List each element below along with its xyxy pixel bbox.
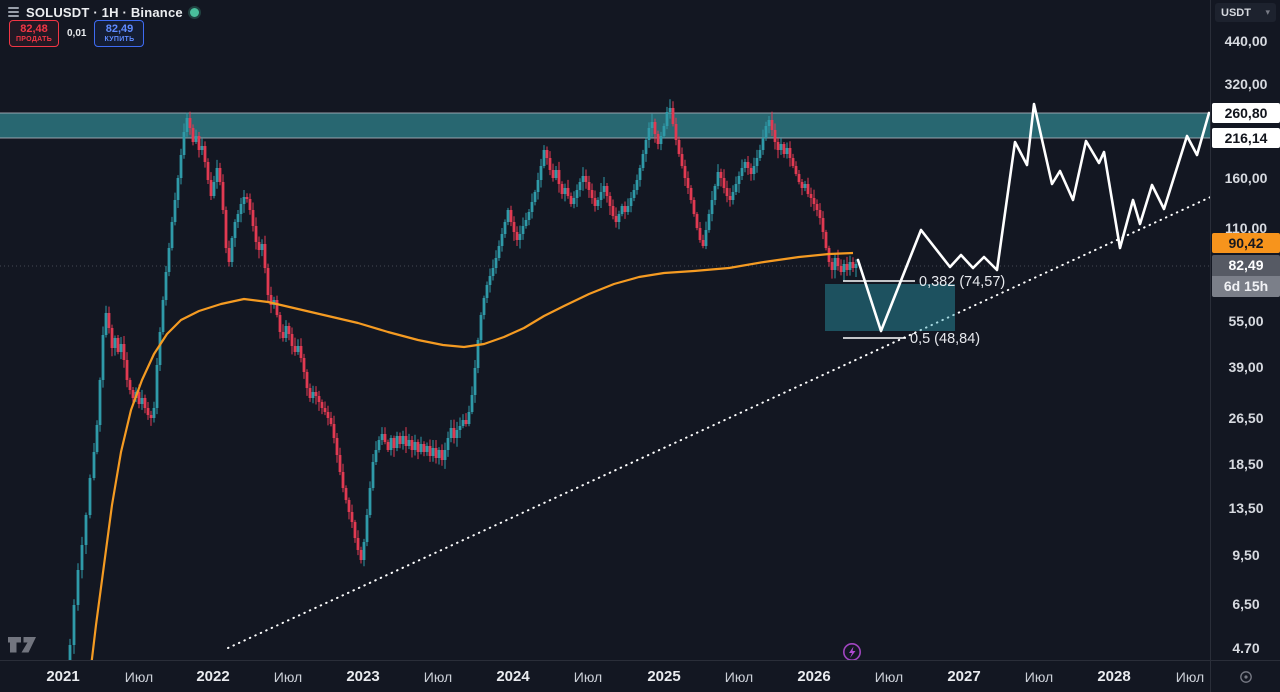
price-tick: 4.70 <box>1232 640 1260 656</box>
time-axis-label: 2027 <box>947 668 981 685</box>
scale-settings-icon[interactable] <box>1238 669 1254 685</box>
resistance-zone[interactable] <box>0 112 1210 139</box>
time-axis-label: Июл <box>124 669 154 685</box>
buy-button[interactable]: 82,49 КУПИТЬ <box>94 20 145 47</box>
candle-countdown: 6d 15h <box>1212 276 1280 297</box>
time-axis[interactable]: 2021 Июл 2022 Июл 2023 Июл 2024 Июл 2025 Июл 2026 И… <box>0 660 1210 692</box>
tradingview-logo-icon <box>8 637 36 653</box>
time-axis-label: Июл <box>423 669 453 685</box>
lightning-icon[interactable] <box>843 643 861 660</box>
chevron-down-icon: ▾ <box>1265 7 1270 17</box>
chart-canvas[interactable]: 0,382 (74,57) 0,5 (48,84) <box>0 0 1210 660</box>
level-price-label: 216,14 <box>1212 128 1280 148</box>
sell-label: ПРОДАТЬ <box>15 35 53 43</box>
time-axis-label: 2023 <box>346 668 380 685</box>
sell-button[interactable]: 82,48 ПРОДАТЬ <box>9 20 59 47</box>
time-axis-label: Июл <box>273 669 303 685</box>
time-axis-label: 2021 <box>46 668 80 685</box>
market-open-dot-icon <box>189 7 199 17</box>
ma-line[interactable] <box>88 251 854 660</box>
level-price-label: 260,80 <box>1212 103 1280 123</box>
price-tick: 39,00 <box>1228 359 1264 375</box>
trade-buttons: 82,48 ПРОДАТЬ 0,01 82,49 КУПИТЬ <box>9 20 145 47</box>
time-axis-label: Июл <box>724 669 754 685</box>
price-tick: 440,00 <box>1224 33 1268 49</box>
price-tick: 55,00 <box>1228 313 1264 329</box>
fib-retracement[interactable]: 0,382 (74,57) 0,5 (48,84) <box>843 274 1005 347</box>
time-axis-label: 2022 <box>196 668 230 685</box>
ma-price-label: 90,42 <box>1212 233 1280 253</box>
price-tick: 9,50 <box>1232 547 1260 563</box>
currency-dropdown[interactable]: USDT ▾ <box>1215 3 1276 22</box>
chart-header: SOLUSDT · 1H · Binance <box>8 4 199 20</box>
price-tick: 160,00 <box>1224 170 1268 186</box>
time-axis-label: 2028 <box>1097 668 1131 685</box>
spread-value: 0,01 <box>67 28 87 39</box>
currency-label: USDT <box>1221 6 1251 19</box>
price-tick: 6,50 <box>1232 596 1260 612</box>
buy-label: КУПИТЬ <box>104 35 135 43</box>
symbol-title[interactable]: SOLUSDT · 1H · Binance <box>26 4 183 20</box>
current-price-label: 82,49 6d 15h <box>1212 255 1280 297</box>
price-tick: 13,50 <box>1228 500 1264 516</box>
fib-label: 0,382 (74,57) <box>919 274 1005 290</box>
time-axis-label: 2025 <box>647 668 681 685</box>
buy-price: 82,49 <box>105 23 134 36</box>
price-axis[interactable]: USDT ▾ 440,00 320,00 260,80 216,14 160,00 110… <box>1210 0 1280 660</box>
axis-corner <box>1210 660 1280 692</box>
price-tick: 26,50 <box>1228 410 1264 426</box>
time-axis-label: 2024 <box>496 668 530 685</box>
time-axis-label: Июл <box>874 669 904 685</box>
time-axis-label: Июл <box>1175 669 1205 685</box>
projection-line[interactable] <box>856 102 1210 333</box>
time-axis-label: Июл <box>1024 669 1054 685</box>
candlestick-series <box>68 99 858 660</box>
sell-price: 82,48 <box>20 23 48 36</box>
dotted-trendline[interactable] <box>227 195 1210 649</box>
price-tick: 110,00 <box>1224 220 1268 236</box>
menu-icon[interactable] <box>8 7 19 17</box>
fib-label: 0,5 (48,84) <box>910 331 980 347</box>
time-axis-label: Июл <box>573 669 603 685</box>
price-tick: 18,50 <box>1228 456 1264 472</box>
time-axis-label: 2026 <box>797 668 831 685</box>
price-tick: 320,00 <box>1224 76 1268 92</box>
